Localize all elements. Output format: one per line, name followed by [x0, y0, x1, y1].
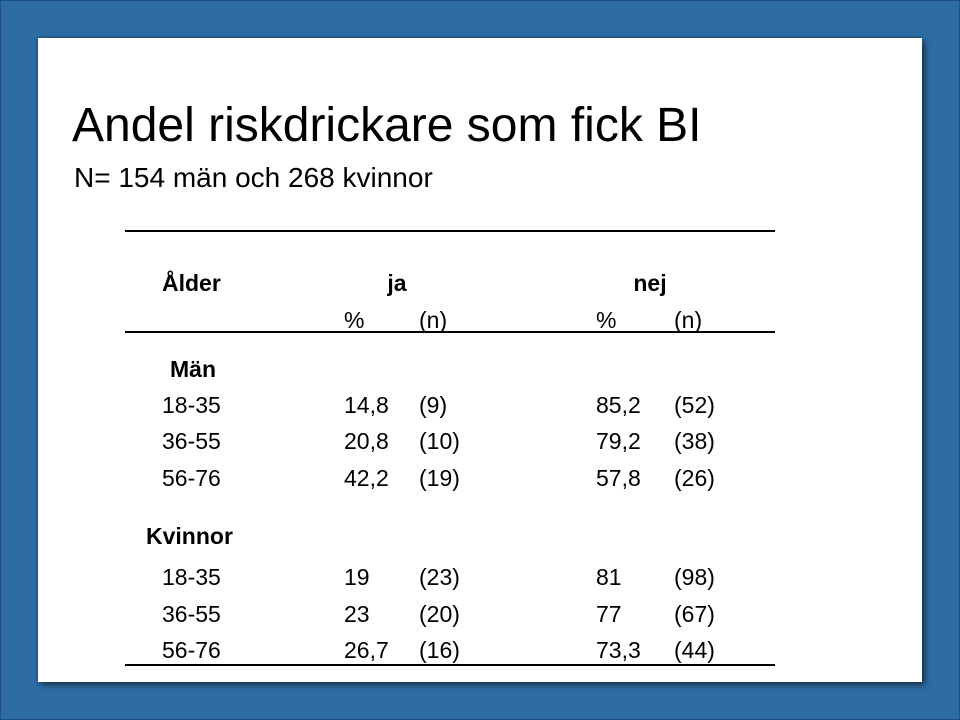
row-no-n: (26): [674, 465, 715, 491]
row-age: 36-55: [162, 428, 221, 454]
row-yes-pct: 20,8: [344, 428, 389, 454]
row-yes-pct: 26,7: [344, 637, 389, 663]
row-age: 18-35: [162, 392, 221, 418]
subtitle-rule: [125, 230, 775, 232]
row-age: 56-76: [162, 637, 221, 663]
row-no-pct: 73,3: [596, 637, 641, 663]
row-age: 36-55: [162, 601, 221, 627]
row-no-pct: 85,2: [596, 392, 641, 418]
row-yes-n: (16): [419, 637, 460, 663]
slide-title: Andel riskdrickare som fick BI: [72, 99, 702, 152]
header-yes-n: (n): [419, 307, 448, 333]
row-yes-pct: 14,8: [344, 392, 389, 418]
group-label-men: Män: [170, 356, 216, 382]
header-no-pct: %: [596, 307, 617, 333]
row-no-pct: 57,8: [596, 465, 641, 491]
row-no-n: (38): [674, 428, 715, 454]
row-no-n: (98): [674, 564, 715, 590]
header-yes-pct: %: [344, 307, 365, 333]
row-yes-n: (9): [419, 392, 448, 418]
row-age: 18-35: [162, 564, 221, 590]
row-yes-pct: 23: [344, 601, 370, 627]
row-yes-n: (10): [419, 428, 460, 454]
header-no: nej: [633, 270, 667, 296]
slide: [38, 38, 922, 682]
header-age: Ålder: [162, 270, 221, 296]
row-yes-pct: 19: [344, 564, 370, 590]
row-no-pct: 79,2: [596, 428, 641, 454]
row-yes-pct: 42,2: [344, 465, 389, 491]
header-yes: ja: [387, 270, 407, 296]
row-no-n: (67): [674, 601, 715, 627]
header-rule: [125, 331, 775, 333]
row-yes-n: (19): [419, 465, 460, 491]
row-no-pct: 77: [596, 601, 622, 627]
row-no-pct: 81: [596, 564, 622, 590]
row-no-n: (44): [674, 637, 715, 663]
slide-subtitle: N= 154 män och 268 kvinnor: [74, 162, 433, 193]
row-yes-n: (23): [419, 564, 460, 590]
row-age: 56-76: [162, 465, 221, 491]
row-no-n: (52): [674, 392, 715, 418]
group-label-women: Kvinnor: [146, 523, 233, 549]
row-yes-n: (20): [419, 601, 460, 627]
table-bottom-rule: [125, 664, 775, 666]
header-no-n: (n): [674, 307, 703, 333]
